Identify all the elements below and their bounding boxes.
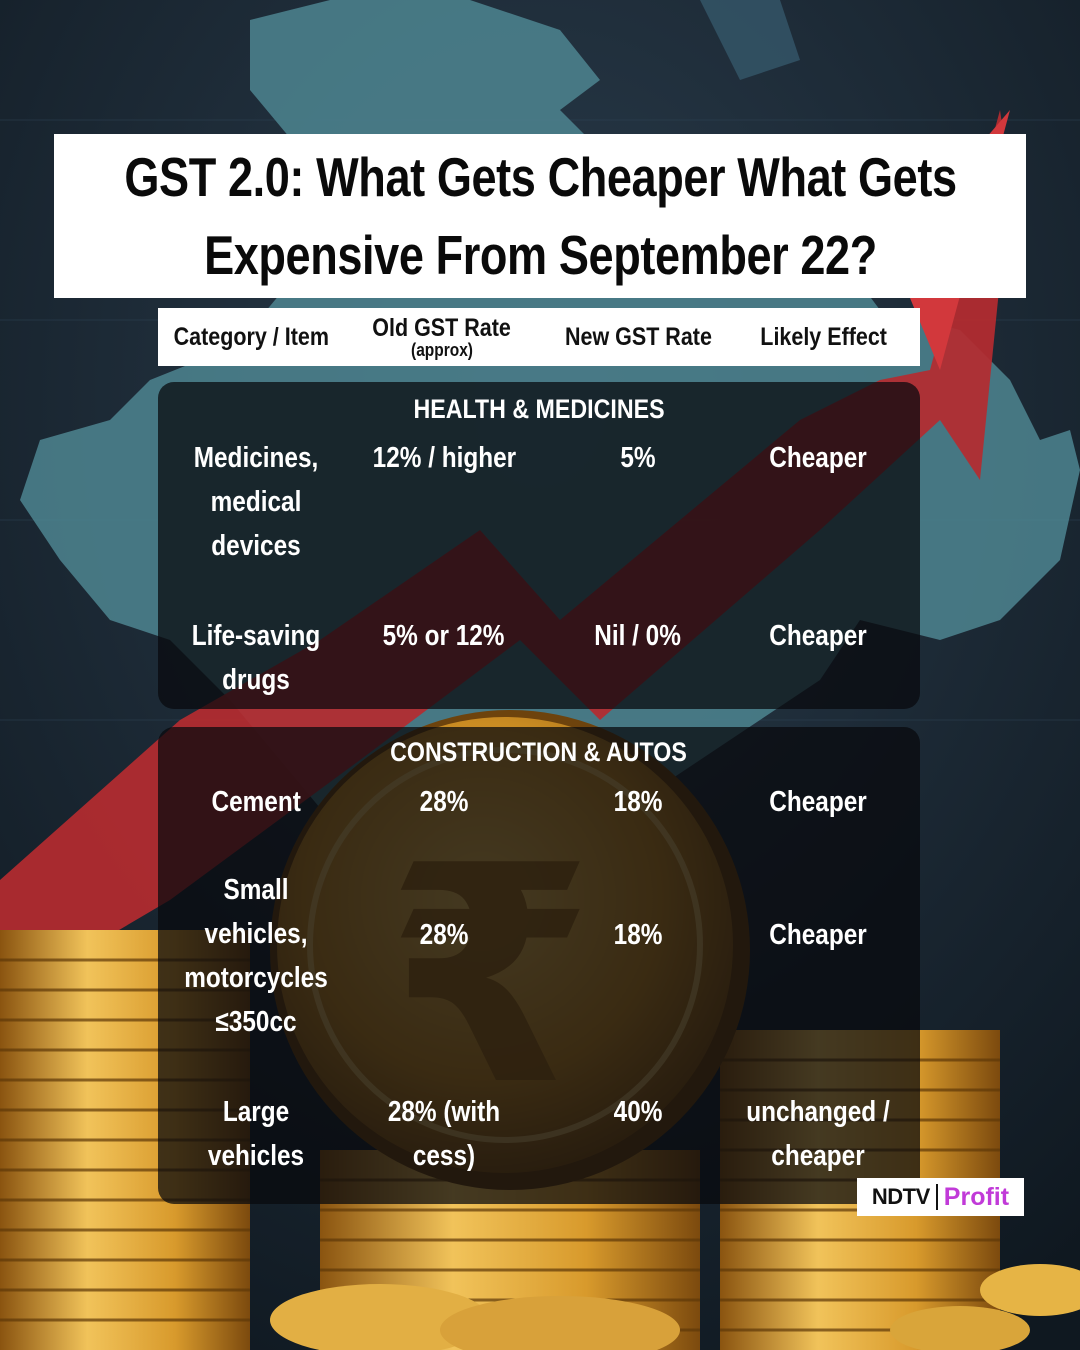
section-construction-autos: CONSTRUCTION & AUTOS Cement 28% 18% Chea… xyxy=(158,727,920,1204)
table-cell-effect: Cheaper xyxy=(769,620,867,652)
ndtv-profit-logo: NDTV Profit xyxy=(857,1178,1024,1216)
section-health-medicines: HEALTH & MEDICINES Medicines, medical de… xyxy=(158,382,920,709)
table-cell-new-rate: 18% xyxy=(613,786,663,818)
table-cell-old-rate: 5% or 12% xyxy=(383,620,505,652)
table-cell-old-rate: 28% xyxy=(419,919,469,951)
title-line-2: Expensive From September 22? xyxy=(203,224,877,286)
table-cell-new-rate: 18% xyxy=(613,919,663,951)
table-cell-item: Large vehicles xyxy=(207,1096,305,1172)
header-category: Category / Item xyxy=(173,323,329,351)
table-cell-effect: unchanged / cheaper xyxy=(746,1096,890,1172)
table-cell-new-rate: 5% xyxy=(620,442,656,474)
logo-brand: NDTV xyxy=(871,1184,930,1209)
section-title: HEALTH & MEDICINES xyxy=(413,394,665,424)
table-cell-new-rate: Nil / 0% xyxy=(594,620,682,652)
table-cell-effect: Cheaper xyxy=(769,919,867,951)
header-new-rate: New GST Rate xyxy=(564,323,712,351)
section-title: CONSTRUCTION & AUTOS xyxy=(390,737,688,767)
logo-divider xyxy=(935,1184,938,1210)
header-likely-effect: Likely Effect xyxy=(760,323,888,351)
page-title: GST 2.0: What Gets Cheaper What Gets Exp… xyxy=(123,138,957,294)
table-cell-item: Life-saving drugs xyxy=(191,620,321,696)
table-cell-item: Small vehicles, motorcycles ≤350cc xyxy=(184,874,328,1038)
table-cell-old-rate: 12% / higher xyxy=(372,442,516,474)
table-cell-effect: Cheaper xyxy=(769,786,867,818)
title-line-1: GST 2.0: What Gets Cheaper What Gets xyxy=(123,146,957,208)
table-cell-old-rate: 28% xyxy=(419,786,469,818)
table-cell-item: Cement xyxy=(211,786,301,818)
header-old-rate: Old GST Rate (approx) xyxy=(372,314,512,360)
table-cell-effect: Cheaper xyxy=(769,442,867,474)
table-cell-old-rate: 28% (with cess) xyxy=(387,1096,501,1172)
table-cell-new-rate: 40% xyxy=(613,1096,663,1128)
logo-sub-brand: Profit xyxy=(943,1182,1010,1211)
table-cell-item: Medicines, medical devices xyxy=(193,442,319,562)
table-header: Category / Item Old GST Rate (approx) Ne… xyxy=(158,308,920,366)
title-banner: GST 2.0: What Gets Cheaper What Gets Exp… xyxy=(54,134,1026,298)
